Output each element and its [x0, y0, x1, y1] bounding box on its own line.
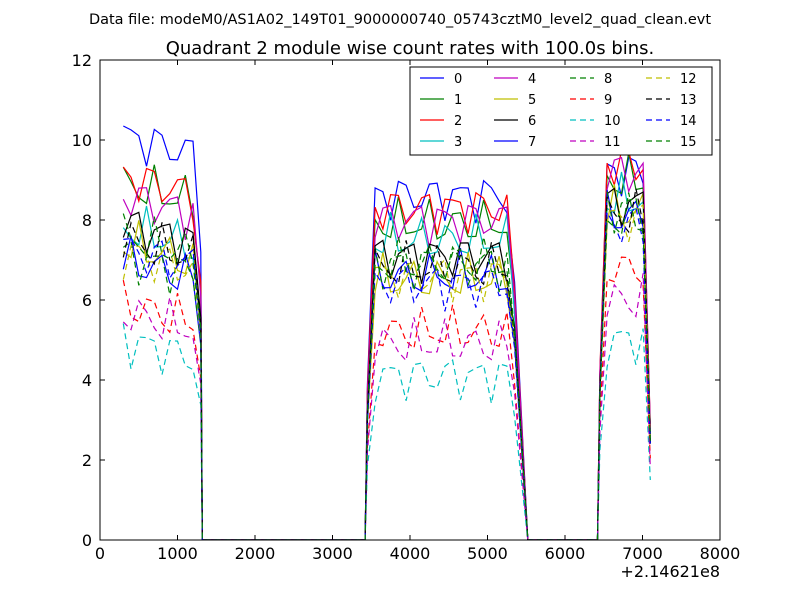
- legend-label: 5: [528, 93, 536, 108]
- legend-label: 6: [528, 114, 536, 129]
- x-tick-label: 3000: [312, 544, 353, 563]
- y-tick-label: 8: [82, 211, 92, 230]
- series-layer: [122, 125, 651, 540]
- legend-label: 14: [680, 114, 697, 129]
- legend-label: 11: [604, 135, 621, 150]
- legend-label: 8: [604, 72, 612, 87]
- x-tick-label: 0: [95, 544, 105, 563]
- series-line-11: [122, 273, 651, 540]
- legend-label: 7: [528, 135, 536, 150]
- chart-suptitle: Data file: modeM0/AS1A02_149T01_90000007…: [89, 12, 711, 28]
- series-line-9: [122, 256, 651, 540]
- series-line-15: [122, 192, 651, 540]
- x-tick-label: 6000: [545, 544, 586, 563]
- legend-label: 0: [454, 72, 462, 87]
- legend-label: 3: [454, 135, 462, 150]
- x-tick-label: 5000: [467, 544, 508, 563]
- chart-title: Quadrant 2 module wise count rates with …: [166, 38, 655, 59]
- x-tick-label: 1000: [157, 544, 198, 563]
- legend-label: 2: [454, 114, 462, 129]
- legend-label: 12: [680, 72, 697, 87]
- x-tick-label: 2000: [235, 544, 276, 563]
- y-tick-label: 10: [72, 131, 92, 150]
- series-line-10: [122, 323, 651, 540]
- legend-label: 4: [528, 72, 536, 87]
- x-tick-label: 7000: [622, 544, 663, 563]
- y-tick-label: 0: [82, 531, 92, 550]
- x-tick-label: 4000: [390, 544, 431, 563]
- legend-label: 1: [454, 93, 462, 108]
- x-axis-offset-label: +2.14621e8: [620, 562, 720, 581]
- y-tick-label: 6: [82, 291, 92, 310]
- x-axis: 0 1000 2000 3000 4000 5000 6000 7000 8000: [95, 60, 740, 563]
- y-tick-label: 2: [82, 451, 92, 470]
- series-line-13: [122, 188, 651, 540]
- legend-label: 10: [604, 114, 621, 129]
- legend-label: 13: [680, 93, 697, 108]
- legend-label: 15: [680, 135, 697, 150]
- legend-label: 9: [604, 93, 612, 108]
- x-tick-label: 8000: [700, 544, 741, 563]
- legend-frame: [409, 66, 713, 156]
- y-tick-label: 12: [72, 51, 92, 70]
- y-tick-label: 4: [82, 371, 92, 390]
